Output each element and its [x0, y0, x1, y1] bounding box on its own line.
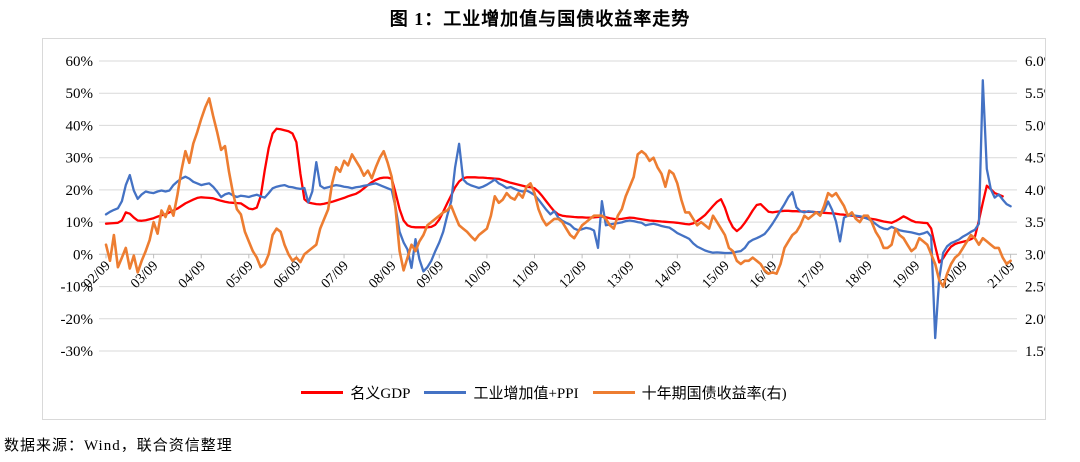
- right-axis-tick-label: 4.5%: [1025, 151, 1045, 167]
- legend-item-nominal-gdp: 名义GDP: [301, 382, 410, 403]
- left-axis-tick-label: 60%: [66, 54, 94, 70]
- left-axis-tick-label: 40%: [66, 118, 94, 134]
- legend-label: 工业增加值+PPI: [473, 386, 579, 402]
- right-axis-tick-label: 5.0%: [1025, 118, 1045, 134]
- legend-label: 十年期国债收益率(右): [641, 386, 787, 402]
- legend-item-treasury-yield: 十年期国债收益率(右): [592, 382, 787, 403]
- chart-legend: 名义GDP 工业增加值+PPI 十年期国债收益率(右): [43, 382, 1045, 403]
- left-axis-tick-label: 50%: [66, 86, 94, 102]
- chart-title: 图 1：工业增加值与国债收益率走势: [389, 9, 691, 29]
- left-axis-tick-label: -10%: [61, 280, 94, 296]
- source-note: 数据来源：Wind，联合资信整理: [4, 438, 233, 454]
- left-axis-tick-label: -20%: [61, 312, 94, 328]
- legend-item-industrial-va-ppi: 工业增加值+PPI: [424, 382, 579, 403]
- legend-line-swatch: [592, 391, 635, 394]
- right-axis-tick-label: 1.5%: [1025, 344, 1045, 360]
- left-axis-tick-label: -30%: [61, 344, 94, 360]
- right-axis-tick-label: 5.5%: [1025, 86, 1045, 102]
- left-axis-tick-label: 10%: [66, 215, 94, 231]
- chart-canvas: 60% 50% 40% 30% 20% 10% 0% -10% -20% -30% 6.0% 5.5%…: [61, 54, 1046, 360]
- right-axis-tick-label: 4.0%: [1025, 183, 1045, 199]
- legend-line-swatch: [301, 391, 344, 394]
- treasury-yield-line: [104, 97, 1012, 288]
- legend-label: 名义GDP: [350, 386, 411, 402]
- left-axis-tick-label: 30%: [66, 151, 94, 167]
- chart-area: 60% 50% 40% 30% 20% 10% 0% -10% -20% -30% 6.0% 5.5%…: [42, 38, 1046, 420]
- right-axis-tick-label: 3.0%: [1025, 247, 1045, 263]
- right-axis-tick-label: 2.5%: [1025, 280, 1045, 296]
- left-axis-tick-label: 0%: [73, 247, 93, 263]
- right-axis-tick-label: 3.5%: [1025, 215, 1045, 231]
- right-axis-tick-label: 6.0%: [1025, 54, 1045, 70]
- left-axis-tick-label: 20%: [66, 183, 94, 199]
- right-axis-tick-label: 2.0%: [1025, 312, 1045, 328]
- legend-line-swatch: [424, 391, 467, 394]
- industrial-va-ppi-line: [104, 79, 1012, 340]
